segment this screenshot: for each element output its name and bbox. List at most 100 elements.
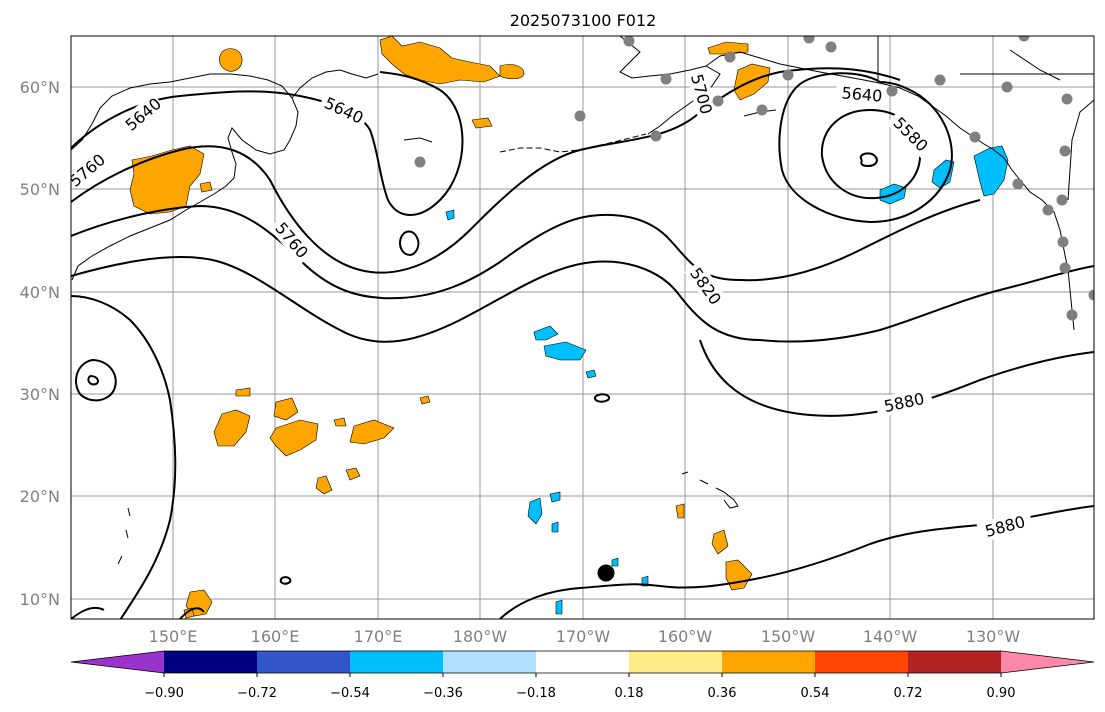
contour-closed-bering: [399, 230, 420, 256]
shade-region: [499, 64, 525, 80]
shade-region: [543, 341, 587, 361]
station-dot: [650, 130, 662, 142]
contour-label: 5700: [687, 72, 716, 116]
shade-region: [235, 387, 251, 397]
borders: [877, 36, 1094, 81]
shade-region: [315, 475, 333, 495]
coast-asia: [71, 73, 299, 281]
lon-label: 180°W: [453, 627, 508, 646]
shade-region: [345, 467, 361, 481]
colorbar-tick-label: −0.18: [516, 686, 556, 701]
colorbar-segment: [71, 651, 164, 673]
coast-misc: [403, 109, 777, 143]
shade-region: [551, 521, 559, 533]
contour-label: 5640: [841, 83, 883, 105]
station-dot: [1018, 36, 1030, 42]
shade-region: [733, 63, 771, 101]
contour-closed-west-inner: [87, 375, 99, 386]
lon-label: 150°E: [149, 627, 198, 646]
colorbar-tick-label: −0.36: [423, 686, 463, 701]
colorbar-segment: [164, 651, 258, 673]
contour-5820: [71, 256, 1094, 343]
shade-region: [269, 419, 319, 457]
colorbar-segment: [536, 651, 630, 673]
shade-region: [379, 36, 501, 85]
shade-region: [129, 145, 205, 215]
shade-region: [349, 419, 395, 445]
coast-alaska-west: [619, 36, 721, 135]
lon-label: 130°W: [966, 627, 1021, 646]
lon-label: 170°W: [556, 627, 611, 646]
coast-chukotka: [291, 69, 379, 99]
colorbar-ticks: −0.90 −0.72 −0.54 −0.36 −0.18 0.18 0.36 0.54 0.7…: [144, 673, 1015, 701]
shade-region: [213, 409, 251, 447]
shade-region: [273, 397, 299, 421]
contour-5880-east: [699, 339, 1094, 417]
gridlines: [71, 36, 1094, 619]
coast-aleutians: [499, 133, 647, 153]
station-dot: [803, 36, 815, 44]
lat-label: 30°N: [20, 385, 60, 404]
station-dot: [1012, 178, 1024, 190]
station-dot: [1059, 262, 1071, 274]
contour-closed-small: [279, 576, 292, 585]
shade-region: [585, 369, 597, 379]
lat-label: 60°N: [20, 78, 60, 97]
colorbar-tick-label: 0.18: [615, 686, 644, 701]
station-dot: [1059, 145, 1071, 157]
station-dot: [574, 110, 586, 122]
station-dot: [1066, 309, 1078, 321]
contour-label: 5760: [66, 150, 109, 191]
shade-region: [675, 503, 685, 519]
shade-region: [219, 48, 243, 72]
coast-islands: [117, 507, 131, 565]
contour-closed-small: [594, 393, 610, 403]
contour-closed-west: [75, 359, 117, 402]
map-panel: 5640 5640 5640 5700 5580 5760 5820 5880 …: [66, 36, 1094, 619]
lon-label: 160°W: [658, 627, 713, 646]
lat-label: 50°N: [20, 180, 60, 199]
station-dot: [1088, 289, 1094, 301]
lat-label: 40°N: [20, 283, 60, 302]
colorbar-tick-label: −0.72: [237, 686, 277, 701]
station-dot: [414, 156, 426, 168]
station-dot: [660, 73, 672, 85]
shade-region: [419, 395, 431, 405]
station-markers: [414, 36, 1094, 321]
colorbar-segment: [1001, 651, 1094, 673]
station-dot: [886, 85, 898, 97]
station-dot: [934, 74, 946, 86]
contour-5880-west: [71, 295, 177, 619]
colorbar-segment: [257, 651, 351, 673]
shade-region: [471, 117, 493, 129]
station-dot: [1061, 93, 1073, 105]
coast-inland: [1067, 99, 1094, 201]
colorbar-segment: [815, 651, 909, 673]
shade-region: [533, 325, 559, 341]
colorbar-tick-label: 0.36: [708, 686, 737, 701]
lon-label: 140°W: [863, 627, 918, 646]
shade-region: [555, 599, 563, 615]
station-dot: [712, 95, 724, 107]
colorbar-segment: [443, 651, 537, 673]
station-dot: [724, 51, 736, 63]
contour-5700: [71, 67, 901, 274]
station-dot: [1001, 81, 1013, 93]
contour-label: 5880: [882, 389, 926, 416]
shade-region: [527, 497, 543, 525]
colorbar-segment: [629, 651, 723, 673]
shade-region: [711, 529, 729, 555]
map-title: 2025073100 F012: [510, 11, 657, 30]
contour-5760: [71, 199, 981, 300]
lat-label: 10°N: [20, 590, 60, 609]
lon-label: 150°W: [761, 627, 816, 646]
shade-region: [333, 417, 347, 427]
station-dot: [623, 36, 635, 47]
contour-5640: [71, 71, 464, 216]
shade-region: [641, 575, 649, 587]
contour-edges: [71, 606, 205, 619]
lat-label: 20°N: [20, 487, 60, 506]
shade-region: [725, 559, 753, 591]
shade-region: [611, 557, 619, 567]
